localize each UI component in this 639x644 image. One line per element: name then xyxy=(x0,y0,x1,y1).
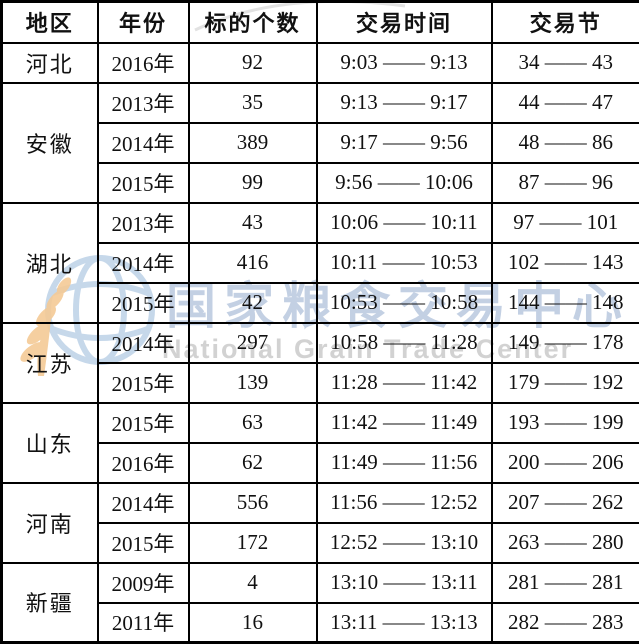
table-row: 2015年 172 12:52 —— 13:10 263 —— 280 xyxy=(2,521,639,564)
region-cell: 新疆 xyxy=(0,561,99,644)
year-cell: 2009年 xyxy=(96,561,190,604)
count-cell: 35 xyxy=(187,81,318,124)
session-cell: 193 —— 199 xyxy=(490,401,639,444)
session-cell: 97 —— 101 xyxy=(490,201,639,244)
year-cell: 2011年 xyxy=(96,601,190,644)
count-cell: 16 xyxy=(187,601,318,644)
year-cell: 2014年 xyxy=(96,121,190,164)
time-cell: 13:10 —— 13:11 xyxy=(315,561,493,604)
session-cell: 281 —— 281 xyxy=(490,561,639,604)
time-cell: 10:53 —— 10:58 xyxy=(315,281,493,324)
session-cell: 44 —— 47 xyxy=(490,81,639,124)
table-row: 新疆 2009年 4 13:10 —— 13:11 281 —— 281 xyxy=(0,561,639,644)
year-cell: 2015年 xyxy=(96,361,190,404)
session-cell: 179 —— 192 xyxy=(490,361,639,404)
year-cell: 2015年 xyxy=(96,161,190,204)
session-cell: 207 —— 262 xyxy=(490,481,639,524)
year-cell: 2015年 xyxy=(96,281,190,324)
time-cell: 10:11 —— 10:53 xyxy=(315,241,493,284)
session-cell: 144 —— 148 xyxy=(490,281,639,324)
table-row: 2014年 416 10:11 —— 10:53 102 —— 143 xyxy=(2,241,639,284)
time-cell: 9:13 —— 9:17 xyxy=(315,81,493,124)
table-row: 河北 2016年 92 9:03 —— 9:13 34 —— 43 xyxy=(0,41,639,84)
session-cell: 200 —— 206 xyxy=(490,441,639,484)
year-cell: 2016年 xyxy=(96,441,190,484)
count-cell: 416 xyxy=(187,241,318,284)
session-cell: 87 —— 96 xyxy=(490,161,639,204)
count-cell: 297 xyxy=(187,321,318,364)
time-cell: 12:52 —— 13:10 xyxy=(315,521,493,564)
table-row: 2014年 389 9:17 —— 9:56 48 —— 86 xyxy=(2,121,639,164)
time-cell: 10:06 —— 10:11 xyxy=(315,201,493,244)
table-row: 江苏 2014年 297 10:58 —— 11:28 149 —— 178 xyxy=(0,321,639,404)
session-cell: 48 —— 86 xyxy=(490,121,639,164)
year-cell: 2014年 xyxy=(96,321,190,364)
count-cell: 99 xyxy=(187,161,318,204)
count-cell: 389 xyxy=(187,121,318,164)
time-cell: 11:28 —— 11:42 xyxy=(315,361,493,404)
count-cell: 172 xyxy=(187,521,318,564)
session-cell: 102 —— 143 xyxy=(490,241,639,284)
count-cell: 62 xyxy=(187,441,318,484)
session-cell: 149 —— 178 xyxy=(490,321,639,364)
region-cell: 安徽 xyxy=(0,81,99,204)
time-cell: 11:42 —— 11:49 xyxy=(315,401,493,444)
column-header-session: 交易节 xyxy=(490,0,639,44)
region-cell: 湖北 xyxy=(0,201,99,324)
count-cell: 4 xyxy=(187,561,318,604)
year-cell: 2014年 xyxy=(96,481,190,524)
table-row: 山东 2015年 63 11:42 —— 11:49 193 —— 199 xyxy=(0,401,639,484)
count-cell: 92 xyxy=(187,41,318,84)
column-header-region: 地区 xyxy=(0,0,99,44)
year-cell: 2015年 xyxy=(96,401,190,444)
time-cell: 11:49 —— 11:56 xyxy=(315,441,493,484)
count-cell: 556 xyxy=(187,481,318,524)
table-row: 2015年 42 10:53 —— 10:58 144 —— 148 xyxy=(2,281,639,324)
table-row: 河南 2014年 556 11:56 —— 12:52 207 —— 262 xyxy=(0,481,639,564)
region-cell: 河北 xyxy=(0,41,99,84)
table-row: 2016年 62 11:49 —— 11:56 200 —— 206 xyxy=(2,441,639,484)
column-header-time: 交易时间 xyxy=(315,0,493,44)
table-row: 2011年 16 13:11 —— 13:13 282 —— 283 xyxy=(2,601,639,644)
count-cell: 43 xyxy=(187,201,318,244)
region-cell: 江苏 xyxy=(0,321,99,404)
year-cell: 2013年 xyxy=(96,81,190,124)
time-cell: 13:11 —— 13:13 xyxy=(315,601,493,644)
year-cell: 2013年 xyxy=(96,201,190,244)
session-cell: 34 —— 43 xyxy=(490,41,639,84)
table-row: 2015年 99 9:56 —— 10:06 87 —— 96 xyxy=(2,161,639,204)
table-row: 湖北 2013年 43 10:06 —— 10:11 97 —— 101 xyxy=(0,201,639,324)
time-cell: 9:56 —— 10:06 xyxy=(315,161,493,204)
time-cell: 9:03 —— 9:13 xyxy=(315,41,493,84)
column-header-year: 年份 xyxy=(96,0,190,44)
year-cell: 2015年 xyxy=(96,521,190,564)
time-cell: 9:17 —— 9:56 xyxy=(315,121,493,164)
region-cell: 山东 xyxy=(0,401,99,484)
table-header-row: 地区 年份 标的个数 交易时间 交易节 xyxy=(0,0,639,44)
count-cell: 42 xyxy=(187,281,318,324)
year-cell: 2014年 xyxy=(96,241,190,284)
column-header-count: 标的个数 xyxy=(187,0,318,44)
year-cell: 2016年 xyxy=(96,41,190,84)
table-row: 安徽 2013年 35 9:13 —— 9:17 44 —— 47 xyxy=(0,81,639,204)
count-cell: 63 xyxy=(187,401,318,444)
session-cell: 282 —— 283 xyxy=(490,601,639,644)
session-cell: 263 —— 280 xyxy=(490,521,639,564)
time-cell: 11:56 —— 12:52 xyxy=(315,481,493,524)
count-cell: 139 xyxy=(187,361,318,404)
region-cell: 河南 xyxy=(0,481,99,564)
time-cell: 10:58 —— 11:28 xyxy=(315,321,493,364)
table-row: 2015年 139 11:28 —— 11:42 179 —— 192 xyxy=(2,361,639,404)
